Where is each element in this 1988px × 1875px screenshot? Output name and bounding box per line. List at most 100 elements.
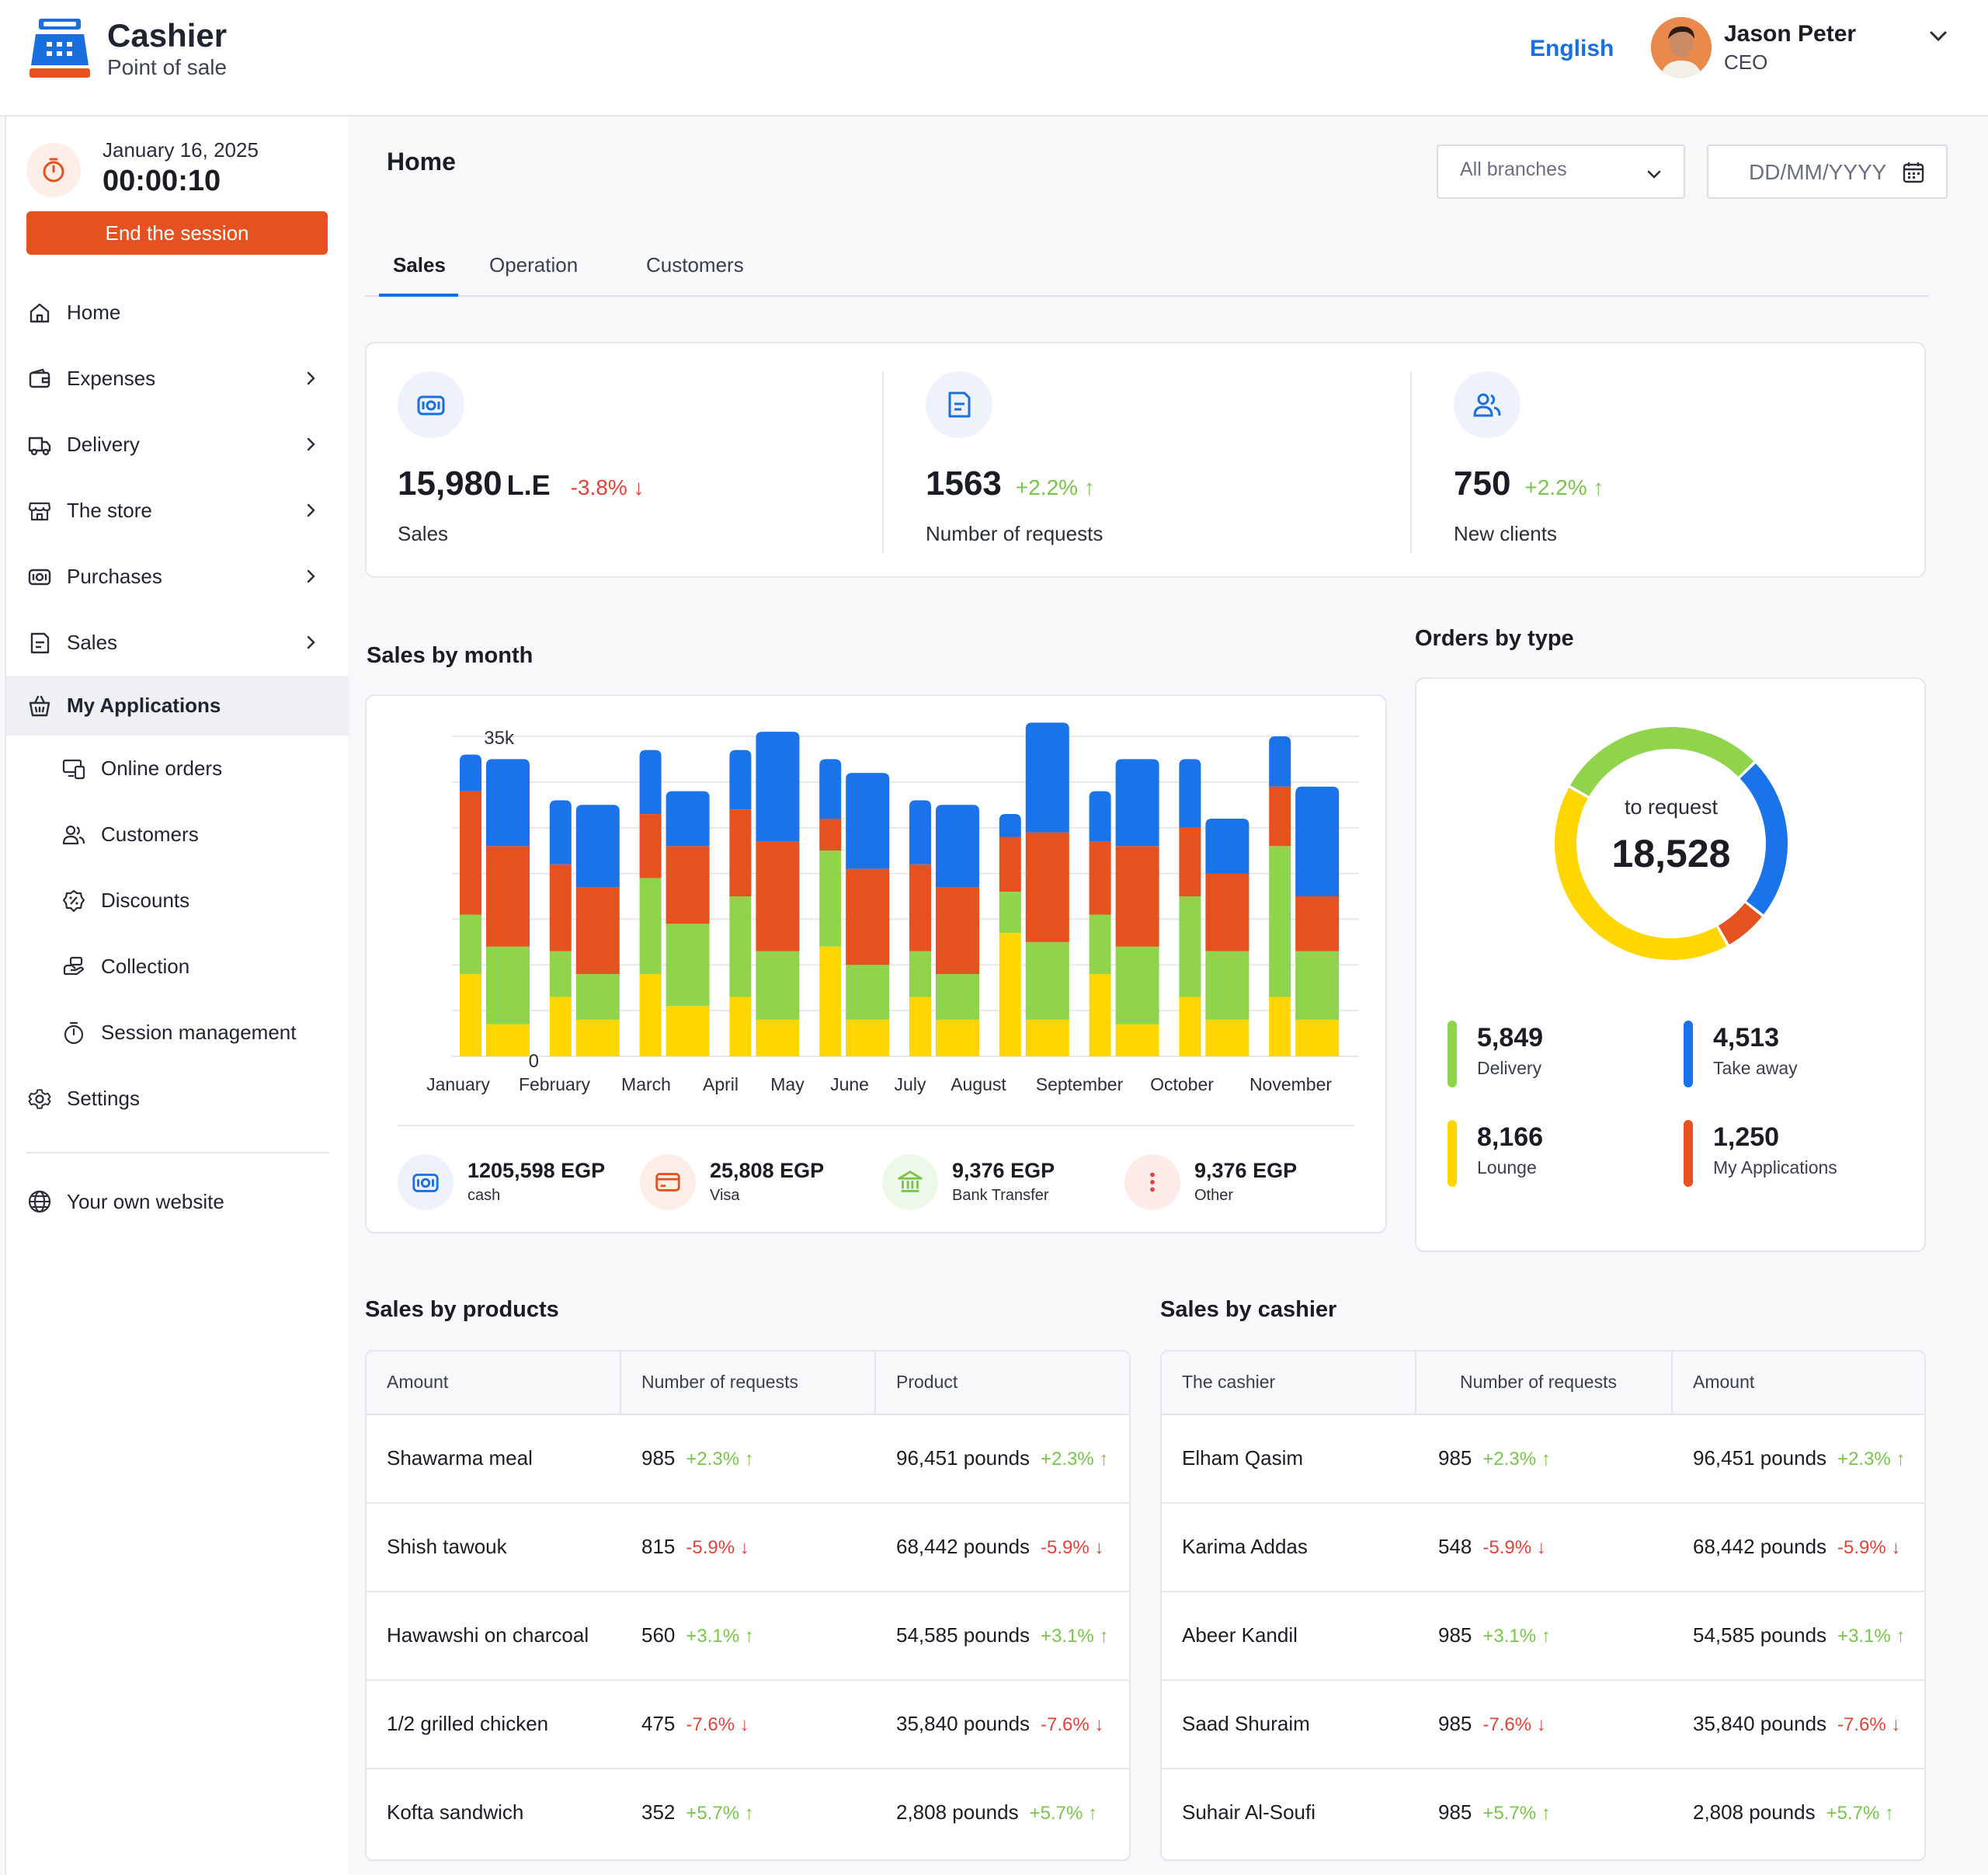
change-value: -5.9% ↓	[686, 1537, 749, 1558]
divider	[398, 1125, 1354, 1126]
calendar-icon[interactable]	[1901, 160, 1926, 185]
column-header[interactable]: Amount	[1693, 1372, 1755, 1392]
sidebar-item-online-orders[interactable]: Online orders	[6, 736, 349, 802]
table-row[interactable]: Shish tawouk 815 -5.9% ↓ 68,442 pounds -5.9%…	[367, 1504, 1129, 1592]
chart-bar-segment	[909, 800, 931, 864]
sidebar-item-the-store[interactable]: The store	[6, 478, 349, 544]
sidebar-item-session-management[interactable]: Session management	[6, 1000, 349, 1066]
column-header[interactable]: Amount	[367, 1351, 621, 1415]
sidebar-item-purchases[interactable]: Purchases	[6, 544, 349, 610]
sidebar-item-home[interactable]: Home	[6, 280, 349, 346]
x-tick-label: November	[1249, 1074, 1332, 1094]
table-row[interactable]: Elham Qasim 985 +2.3% ↑ 96,451 pounds +2.3% …	[1162, 1415, 1924, 1504]
x-tick-label: January	[426, 1074, 490, 1094]
payment-label: Other	[1194, 1187, 1234, 1204]
cell-requests: 548 -5.9% ↓	[1438, 1535, 1546, 1558]
table-row[interactable]: Suhair Al-Soufi 985 +5.7% ↑ 2,808 pounds +5.…	[1162, 1769, 1924, 1858]
cell-name: Shish tawouk	[387, 1535, 507, 1558]
sidebar-item-label: Sales	[67, 631, 118, 654]
chart-bar-segment	[1025, 1019, 1069, 1056]
end-session-button[interactable]: End the session	[26, 211, 328, 255]
table-row[interactable]: Abeer Kandil 985 +3.1% ↑ 54,585 pounds +3.1%…	[1162, 1592, 1924, 1681]
payment-value: 25,808 EGP	[710, 1159, 825, 1182]
payment-value: 9,376 EGP	[1194, 1159, 1298, 1182]
language-switch[interactable]: English	[1530, 36, 1614, 61]
column-header[interactable]: The cashier	[1162, 1351, 1416, 1415]
kpi-change: +2.2% ↑	[1015, 475, 1095, 499]
tab-operation[interactable]: Operation	[489, 253, 579, 277]
chart-bar-segment	[1269, 997, 1291, 1056]
brand[interactable]: Cashier Point of sale	[28, 17, 227, 81]
change-value: +5.7% ↑	[1029, 1803, 1097, 1824]
chart-bar-segment	[1089, 914, 1111, 975]
chart-bar-segment	[1179, 827, 1201, 896]
sidebar-item-expenses[interactable]: Expenses	[6, 346, 349, 412]
chart-bar-segment	[575, 887, 620, 975]
table-row[interactable]: Karima Addas 548 -5.9% ↓ 68,442 pounds -5.9%…	[1162, 1504, 1924, 1592]
column-header[interactable]: Product	[896, 1372, 958, 1392]
chart-bar-segment	[1089, 974, 1111, 1056]
section-title-sales-by-month: Sales by month	[367, 643, 533, 668]
sidebar-item-delivery[interactable]: Delivery	[6, 412, 349, 478]
divider	[1410, 371, 1412, 553]
legend-swatch	[1448, 1120, 1457, 1187]
change-value: +3.1% ↑	[1837, 1626, 1906, 1647]
kpi-label: Number of requests	[926, 522, 1103, 545]
sidebar-item-collection[interactable]: Collection	[6, 934, 349, 1000]
column-header[interactable]: Number of requests	[621, 1351, 876, 1415]
tab-customers[interactable]: Customers	[646, 253, 744, 277]
user-menu[interactable]: Jason Peter CEO	[1651, 17, 1856, 78]
order-type-lounge: 8,166 Lounge	[1448, 1120, 1543, 1187]
arrow-up-icon: ↑	[1884, 1803, 1894, 1824]
table-row[interactable]: Kofta sandwich 352 +5.7% ↑ 2,808 pounds +5.7…	[367, 1769, 1129, 1858]
chart-bar-segment	[460, 754, 481, 791]
chevron-right-icon	[307, 503, 315, 517]
sidebar-item-label: Home	[67, 301, 121, 324]
devices-icon	[61, 756, 87, 782]
sidebar-item-your-own-website[interactable]: Your own website	[6, 1174, 349, 1230]
table-row[interactable]: Hawawshi on charcoal 560 +3.1% ↑ 54,585 pou…	[367, 1592, 1129, 1681]
column-header[interactable]: Number of requests	[1416, 1351, 1673, 1415]
kpi-sales: 15,980 L.E -3.8% ↓ Sales	[367, 343, 895, 576]
change-value: -7.6% ↓	[686, 1714, 749, 1735]
cell-requests: 985 +2.3% ↑	[1438, 1446, 1551, 1470]
payment-cash: 1205,598 EGP cash	[398, 1154, 605, 1210]
chevron-down-icon[interactable]	[1926, 23, 1951, 48]
arrow-down-icon: ↓	[1094, 1714, 1104, 1735]
sidebar-item-label: Discounts	[101, 889, 190, 912]
sidebar-item-sales[interactable]: Sales	[6, 610, 349, 676]
basket-icon	[26, 693, 53, 719]
more-icon	[1124, 1154, 1180, 1210]
x-tick-label: October	[1150, 1074, 1214, 1094]
chart-bar-segment	[729, 809, 752, 896]
chart-bar-segment	[639, 750, 662, 815]
arrow-down-icon: ↓	[633, 475, 645, 499]
table-body: Shawarma meal 985 +2.3% ↑ 96,451 pounds +2.3…	[367, 1415, 1129, 1858]
chart-bar-segment	[1115, 1024, 1159, 1056]
table-row[interactable]: 1/2 grilled chicken 475 -7.6% ↓ 35,840 poun…	[367, 1681, 1129, 1769]
chart-bar-segment	[729, 750, 752, 810]
cell-name: Suhair Al-Soufi	[1182, 1800, 1315, 1824]
arrow-up-icon: ↑	[1541, 1803, 1551, 1824]
branch-select[interactable]: All branches	[1437, 144, 1685, 199]
session-timer: 00:00:10	[103, 165, 221, 197]
table-row[interactable]: Shawarma meal 985 +2.3% ↑ 96,451 pounds +2.3…	[367, 1415, 1129, 1504]
sidebar-item-label: Settings	[67, 1087, 140, 1110]
kpi-card: 15,980 L.E -3.8% ↓ Sales 1563 +2.2% ↑ Numbe…	[365, 342, 1926, 578]
sidebar-item-my-applications[interactable]: My Applications	[6, 676, 349, 736]
sidebar-item-discounts[interactable]: Discounts	[6, 868, 349, 934]
table-row[interactable]: Saad Shuraim 985 -7.6% ↓ 35,840 pounds -7.6%…	[1162, 1681, 1924, 1769]
chart-bar-segment	[936, 974, 979, 1020]
tab-sales[interactable]: Sales	[379, 253, 458, 297]
user-role: CEO	[1724, 50, 1768, 74]
sidebar-item-label: Session management	[101, 1021, 297, 1044]
arrow-down-icon: ↓	[1094, 1537, 1104, 1558]
chart-bar-segment	[639, 974, 662, 1056]
chart-bar-segment	[1179, 759, 1201, 828]
sidebar-item-customers[interactable]: Customers	[6, 802, 349, 868]
table-header: The cashier Number of requests Amount	[1162, 1351, 1924, 1415]
money-icon	[398, 1154, 454, 1210]
sidebar-item-settings[interactable]: Settings	[6, 1066, 349, 1132]
cell-name: Hawawshi on charcoal	[387, 1623, 589, 1647]
date-input[interactable]: DD/MM/YYYY	[1707, 144, 1948, 199]
